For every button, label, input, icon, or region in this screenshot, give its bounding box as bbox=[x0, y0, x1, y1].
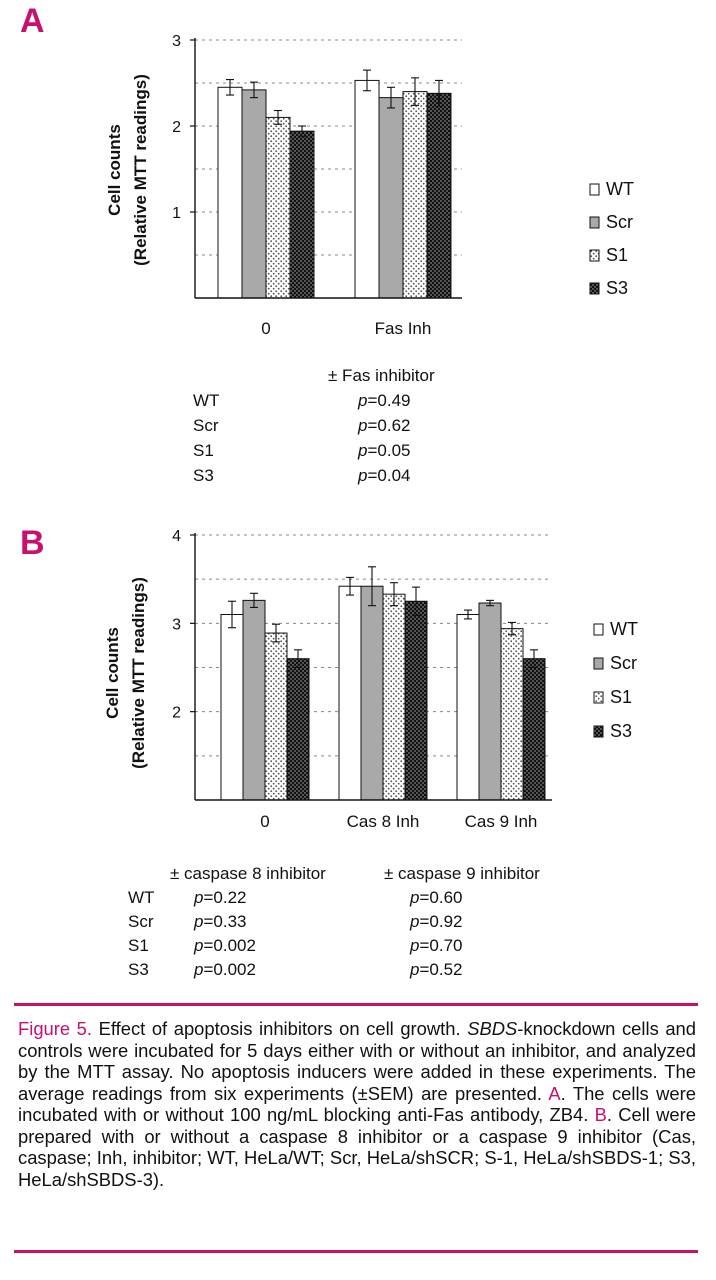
legend-swatch-wt bbox=[589, 183, 600, 196]
caption-title: Figure 5. bbox=[18, 1018, 93, 1039]
pvalue-label: Scr bbox=[193, 416, 219, 435]
bar-s1 bbox=[264, 632, 288, 801]
x-category-label: Cas 8 Inh bbox=[347, 812, 420, 831]
caption-panel-b-ref: B bbox=[594, 1104, 607, 1125]
bar-s3 bbox=[289, 130, 315, 299]
bar-scr bbox=[241, 89, 267, 299]
pvalue-header-caspase8: ± caspase 8 inhibitor bbox=[170, 864, 326, 883]
bar-scr bbox=[360, 585, 384, 801]
bar-wt bbox=[354, 79, 380, 299]
pvalue-value: p=0.22 bbox=[194, 888, 247, 907]
y-axis-label-line1: Cell counts bbox=[105, 124, 124, 216]
pvalue-header: ± Fas inhibitor bbox=[328, 366, 435, 385]
caption-intro: Effect of apoptosis inhibitors on cell g… bbox=[92, 1018, 468, 1039]
y-tick-label: 3 bbox=[172, 616, 181, 633]
y-tick-label: 3 bbox=[172, 33, 181, 50]
legend-swatch-scr bbox=[589, 216, 600, 229]
pvalue-label: S3 bbox=[193, 466, 214, 485]
x-category-label: 0 bbox=[261, 319, 270, 338]
caption-panel-a-ref: A bbox=[548, 1082, 561, 1104]
legend-swatch-s3 bbox=[593, 725, 604, 738]
panel-a-letter: A bbox=[20, 2, 45, 40]
bar-s3 bbox=[426, 92, 452, 299]
pvalue-value: p=0.60 bbox=[410, 888, 463, 907]
pvalue-label: S1 bbox=[128, 936, 149, 955]
x-category-label: 0 bbox=[260, 812, 269, 831]
pvalue-value: p=0.52 bbox=[410, 960, 463, 979]
pvalue-label: S3 bbox=[128, 960, 149, 979]
chart-b: 2 3 4 0 Cas 8 Inh Cas 9 Inh WT Scr S1 S3 Cell c… bbox=[103, 528, 638, 831]
bar-s1 bbox=[500, 628, 524, 801]
caption-gene: SBDS bbox=[467, 1018, 518, 1039]
bar-wt bbox=[338, 585, 362, 801]
caption-body2: . The cells were incubated with or witho… bbox=[18, 1082, 696, 1126]
legend-label: S1 bbox=[610, 687, 632, 707]
pvalue-label: Scr bbox=[128, 912, 154, 931]
legend-swatch-s1 bbox=[593, 691, 604, 704]
pvalue-value: p=0.33 bbox=[194, 912, 247, 931]
bar-s3 bbox=[286, 658, 310, 801]
pvalue-value: p=0.49 bbox=[358, 391, 411, 410]
y-tick-label: 2 bbox=[172, 119, 181, 136]
bar-s1 bbox=[265, 116, 291, 299]
bar-s1 bbox=[382, 593, 406, 801]
pvalue-header-caspase9: ± caspase 9 inhibitor bbox=[384, 864, 540, 883]
legend-label: S1 bbox=[606, 245, 628, 265]
legend-label: S3 bbox=[606, 278, 628, 298]
pvalue-value: p=0.92 bbox=[410, 912, 463, 931]
y-tick-label: 2 bbox=[172, 705, 181, 722]
pvalue-value: p=0.70 bbox=[410, 936, 463, 955]
pvalue-value: p=0.002 bbox=[194, 960, 256, 979]
bar-s3 bbox=[404, 600, 428, 801]
bar-wt bbox=[456, 614, 480, 801]
legend-label: WT bbox=[610, 619, 638, 639]
pvalue-label: WT bbox=[128, 888, 155, 907]
pvalue-value: p=0.002 bbox=[194, 936, 256, 955]
pvalue-label: S1 bbox=[193, 441, 214, 460]
legend-swatch-s3 bbox=[589, 282, 600, 295]
pvalue-value: p=0.05 bbox=[358, 441, 411, 460]
caption-body1: -knockdown cells and controls were incub… bbox=[18, 1018, 696, 1104]
y-axis-label-line2: (Relative MTT readings) bbox=[129, 577, 148, 769]
bar-wt bbox=[220, 614, 244, 801]
pvalue-label: WT bbox=[193, 391, 220, 410]
y-axis-label-line2: (Relative MTT readings) bbox=[131, 74, 150, 266]
x-category-label: Cas 9 Inh bbox=[465, 812, 538, 831]
legend-label: S3 bbox=[610, 721, 632, 741]
pvalue-value: p=0.04 bbox=[358, 466, 411, 485]
caption-top-rule bbox=[14, 1003, 698, 1006]
panel-b-letter: B bbox=[20, 524, 45, 562]
legend-label: Scr bbox=[610, 653, 637, 673]
y-axis-label-line1: Cell counts bbox=[103, 627, 122, 719]
x-category-label: Fas Inh bbox=[375, 319, 432, 338]
caption-body3: . Cell were prepared with or without a c… bbox=[18, 1104, 696, 1190]
pvalue-value: p=0.62 bbox=[358, 416, 411, 435]
bar-scr bbox=[478, 602, 502, 801]
legend-swatch-wt bbox=[593, 623, 604, 636]
legend-swatch-s1 bbox=[589, 249, 600, 262]
caption-bottom-rule bbox=[14, 1250, 698, 1253]
legend-swatch-scr bbox=[593, 657, 604, 670]
legend-label: Scr bbox=[606, 212, 633, 232]
bar-scr bbox=[242, 599, 266, 801]
chart-a: 1 2 3 0 Fas Inh WT Scr S1 S3 Cell counts (Rela… bbox=[105, 33, 634, 338]
figure-caption: Figure 5. Effect of apoptosis inhibitors… bbox=[18, 1018, 696, 1190]
y-tick-label: 1 bbox=[172, 205, 181, 222]
legend-label: WT bbox=[606, 179, 634, 199]
bar-s3 bbox=[522, 658, 546, 801]
y-tick-label: 4 bbox=[172, 528, 181, 545]
bar-scr bbox=[378, 97, 404, 299]
bar-s1 bbox=[402, 91, 428, 299]
bar-wt bbox=[217, 86, 243, 299]
